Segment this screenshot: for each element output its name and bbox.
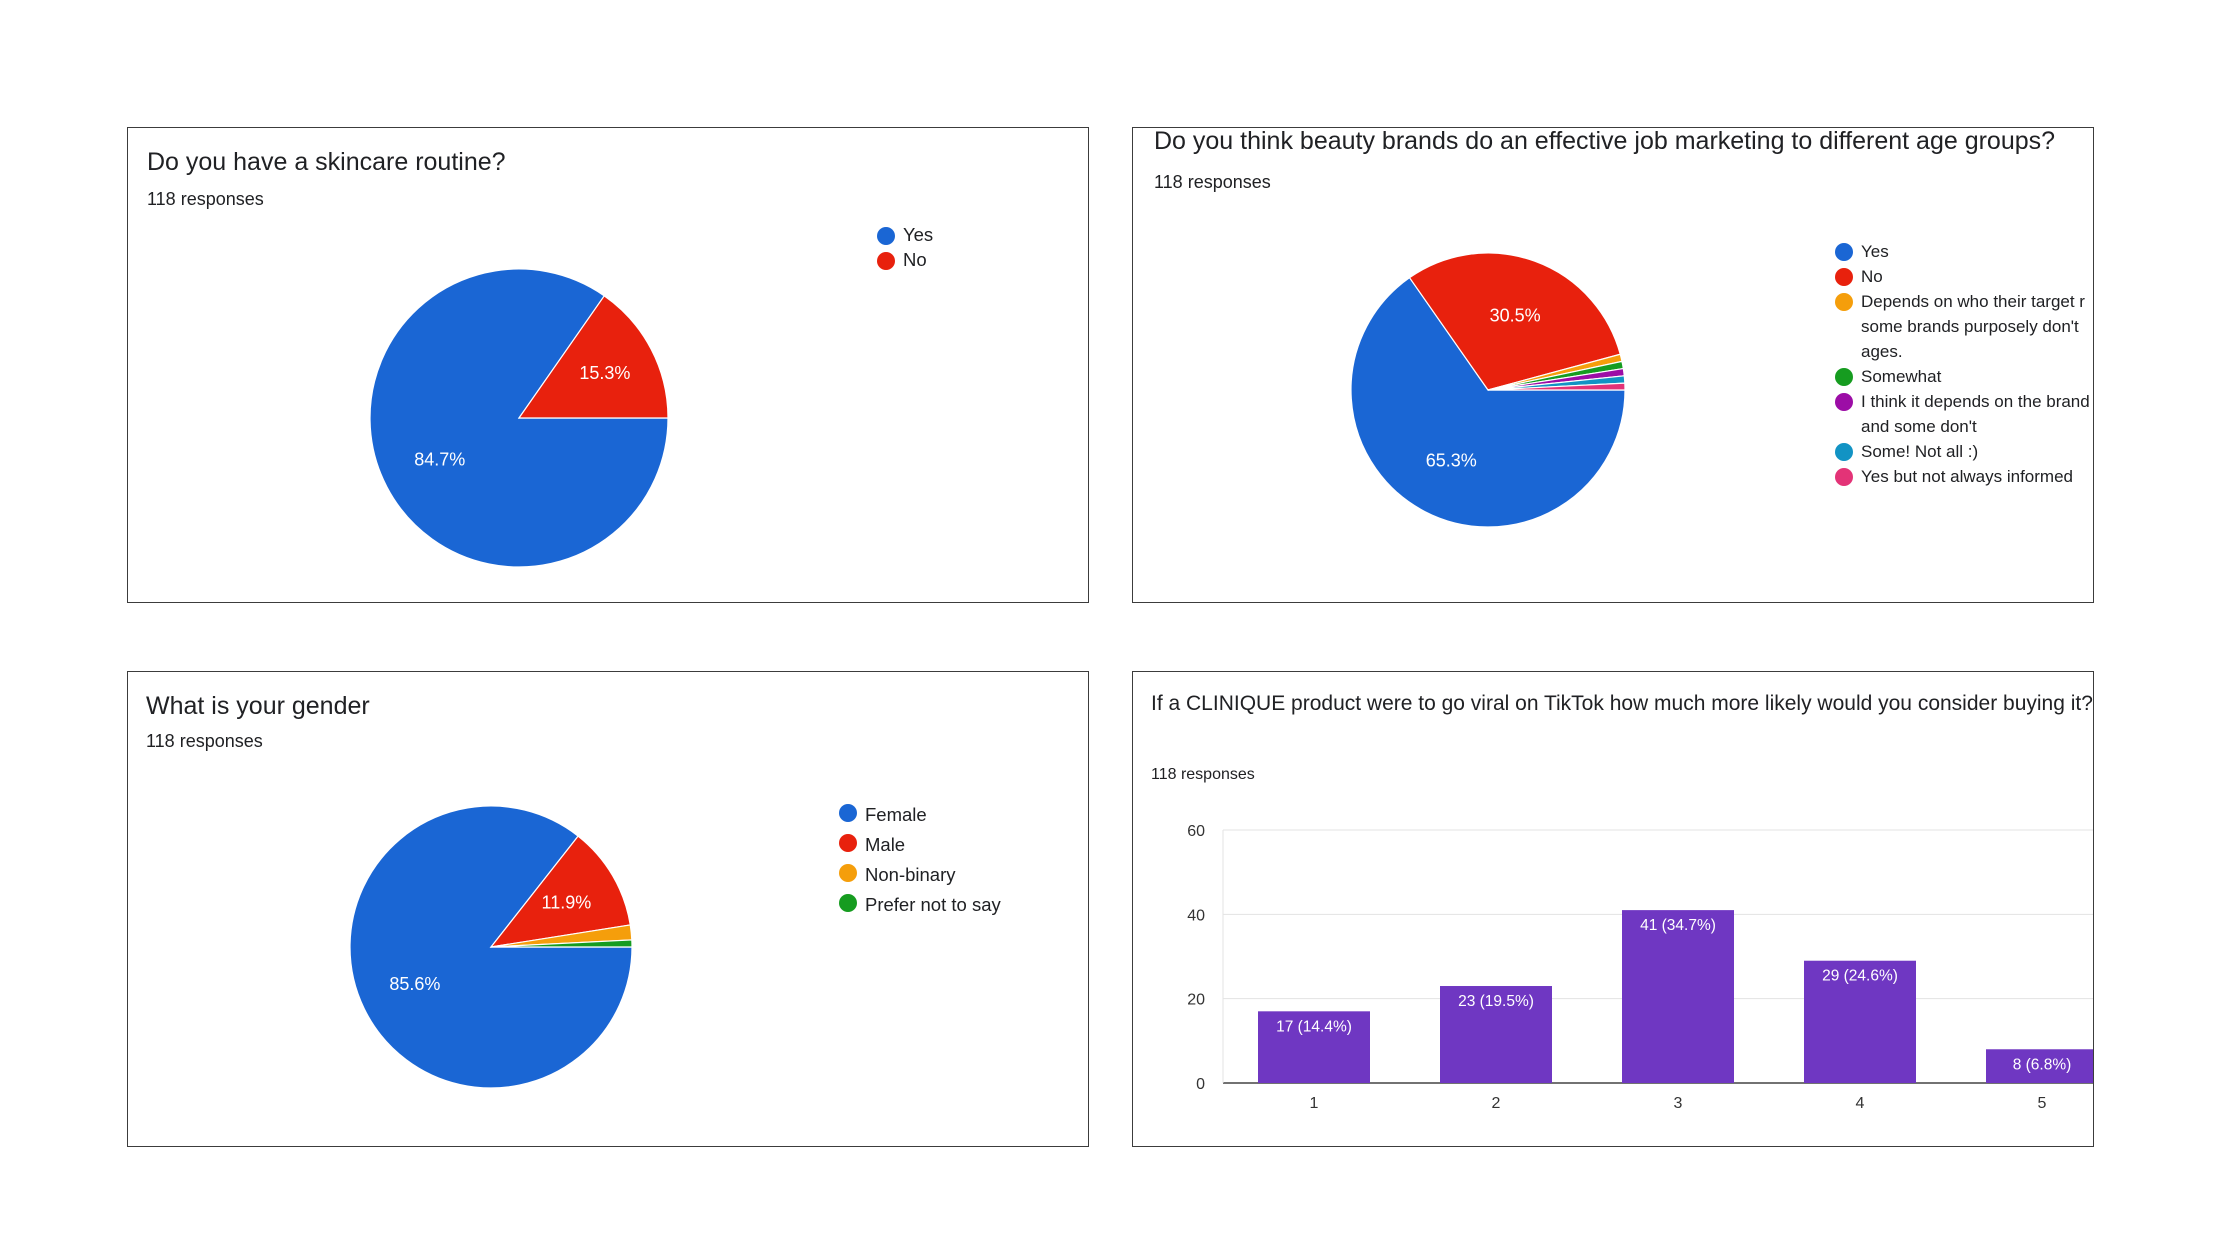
bar-2 bbox=[1440, 986, 1552, 1083]
legend-label: I think it depends on the brand and some… bbox=[1861, 392, 2090, 436]
pie-slice-male bbox=[489, 835, 631, 948]
legend-swatch bbox=[877, 227, 895, 245]
slice-label: 65.3% bbox=[1426, 450, 1477, 470]
x-tick-label: 4 bbox=[1856, 1095, 1865, 1112]
legend-swatch bbox=[1835, 368, 1853, 386]
y-tick-label: 40 bbox=[1187, 907, 1205, 924]
chart-title: What is your gender bbox=[146, 692, 370, 720]
pie-slice-yes bbox=[1350, 276, 1626, 528]
legend-item: I think it depends on the brand and some… bbox=[1835, 389, 2093, 439]
legend-swatch bbox=[1835, 393, 1853, 411]
x-tick-label: 2 bbox=[1492, 1095, 1501, 1112]
slice-label: 15.3% bbox=[579, 363, 630, 383]
legend-label: No bbox=[1861, 267, 1883, 286]
legend-label: Female bbox=[865, 804, 927, 825]
legend-label: Yes bbox=[1861, 242, 1889, 261]
x-tick-label: 5 bbox=[2038, 1095, 2047, 1112]
chart-panel-gender: What is your gender 118 responses 85.6% 1… bbox=[127, 671, 1089, 1147]
pie-slice-no bbox=[517, 294, 669, 419]
legend-label: Depends on who their target r some brand… bbox=[1861, 292, 2085, 361]
pie-chart: 65.3% 30.5% bbox=[1350, 252, 1626, 528]
legend-item: Yes but not always informed bbox=[1835, 464, 2093, 489]
bar-value-label: 17 (14.4%) bbox=[1276, 1018, 1352, 1035]
slice-label: 84.7% bbox=[414, 449, 465, 469]
bar-value-label: 8 (6.8%) bbox=[2013, 1056, 2072, 1073]
pie-slice-no bbox=[1408, 252, 1621, 391]
legend-label: Yes bbox=[903, 224, 934, 245]
pie-slice-prefer-not-to-say bbox=[490, 939, 633, 948]
x-tick-label: 1 bbox=[1310, 1095, 1319, 1112]
bar-value-label: 29 (24.6%) bbox=[1822, 968, 1898, 985]
legend-item: Somewhat bbox=[1835, 364, 2093, 389]
legend-swatch bbox=[877, 251, 895, 270]
chart-panel-age-marketing: Do you think beauty brands do an effecti… bbox=[1132, 127, 2094, 603]
bar-value-label: 41 (34.7%) bbox=[1640, 917, 1716, 934]
legend-item: No bbox=[877, 248, 933, 273]
chart-title: Do you think beauty brands do an effecti… bbox=[1154, 127, 2056, 155]
chart-title: If a CLINIQUE product were to go viral o… bbox=[1151, 692, 2093, 715]
legend-label: Male bbox=[865, 834, 906, 855]
bar-chart: 0 20 40 60 17 (14.4%) 1 23 (19.5%) 2 41 (34.7%) 3… bbox=[1187, 823, 2093, 1112]
legend-swatch bbox=[1835, 268, 1853, 286]
pie-chart: 85.6% 11.9% bbox=[349, 805, 633, 1089]
y-tick-label: 20 bbox=[1187, 992, 1205, 1009]
response-count: 118 responses bbox=[1151, 766, 1255, 783]
pie-chart: 84.7% 15.3% bbox=[369, 268, 669, 568]
legend-item: Yes bbox=[877, 223, 933, 248]
bar-4 bbox=[1804, 960, 1916, 1083]
response-count: 118 responses bbox=[146, 731, 263, 751]
legend-swatch bbox=[1835, 468, 1853, 486]
chart-title: Do you have a skincare routine? bbox=[147, 148, 506, 176]
legend-swatch bbox=[1835, 443, 1853, 461]
chart-legend: Female Male Non-binary Prefer not to say bbox=[839, 800, 1001, 920]
legend-swatch bbox=[839, 804, 857, 822]
bar-1 bbox=[1258, 1011, 1370, 1083]
chart-panel-skincare: Do you have a skincare routine? 118 resp… bbox=[127, 127, 1089, 603]
legend-label: Somewhat bbox=[1861, 367, 1942, 386]
legend-item: Prefer not to say bbox=[839, 890, 1001, 920]
legend-item: Male bbox=[839, 830, 1001, 860]
legend-item: Non-binary bbox=[839, 860, 1001, 890]
chart-panel-tiktok-bar: If a CLINIQUE product were to go viral o… bbox=[1132, 671, 2094, 1147]
response-count: 118 responses bbox=[147, 189, 264, 209]
response-count: 118 responses bbox=[1154, 172, 1271, 192]
bar-value-label: 23 (19.5%) bbox=[1458, 993, 1534, 1010]
chart-legend: Yes No bbox=[877, 223, 933, 272]
legend-label: No bbox=[903, 248, 927, 270]
slice-label: 11.9% bbox=[542, 893, 592, 913]
legend-item: Depends on who their target r some brand… bbox=[1835, 289, 2093, 364]
legend-item: Yes bbox=[1835, 239, 2093, 264]
legend-swatch bbox=[1835, 293, 1853, 311]
pie-slice-yes-but-not-always-informed bbox=[1487, 382, 1626, 391]
legend-label: Non-binary bbox=[865, 864, 956, 885]
y-tick-label: 0 bbox=[1196, 1076, 1205, 1093]
legend-swatch bbox=[1835, 243, 1853, 261]
y-tick-label: 60 bbox=[1187, 823, 1205, 840]
legend-label: Yes but not always informed bbox=[1861, 467, 2073, 486]
slice-label: 30.5% bbox=[1490, 305, 1541, 325]
legend-item: Female bbox=[839, 800, 1001, 830]
legend-swatch bbox=[839, 834, 857, 852]
legend-swatch bbox=[839, 864, 857, 882]
legend-item: No bbox=[1835, 264, 2093, 289]
legend-swatch bbox=[839, 894, 857, 912]
x-tick-label: 3 bbox=[1674, 1095, 1683, 1112]
chart-legend: Yes No Depends on who their target r some … bbox=[1835, 239, 2093, 489]
legend-label: Some! Not all :) bbox=[1861, 442, 1979, 461]
slice-label: 85.6% bbox=[389, 974, 440, 994]
legend-label: Prefer not to say bbox=[865, 894, 1001, 915]
bar-3 bbox=[1622, 910, 1734, 1083]
legend-item: Some! Not all :) bbox=[1835, 439, 2093, 464]
bar-5 bbox=[1986, 1049, 2093, 1083]
